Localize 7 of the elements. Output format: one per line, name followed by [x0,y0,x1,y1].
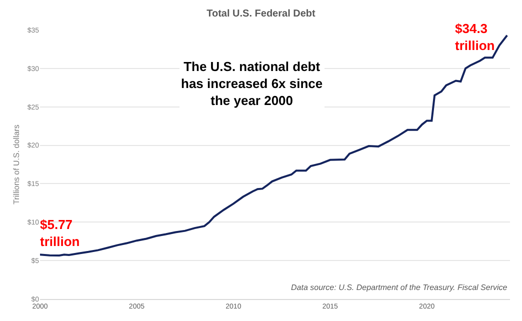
annotation: $34.3 trillion [455,21,495,53]
annotation: Data source: U.S. Department of the Treasury. Fiscal Service [291,283,508,292]
chart-title: Total U.S. Federal Debt [206,8,316,20]
annotation: The U.S. national debt has increased 6x since the year 2000 [181,59,323,108]
y-axis-title: Trillions of U.S. dollars [12,124,22,204]
annotation: $5.77 trillion [40,217,80,249]
line-series [40,34,508,256]
